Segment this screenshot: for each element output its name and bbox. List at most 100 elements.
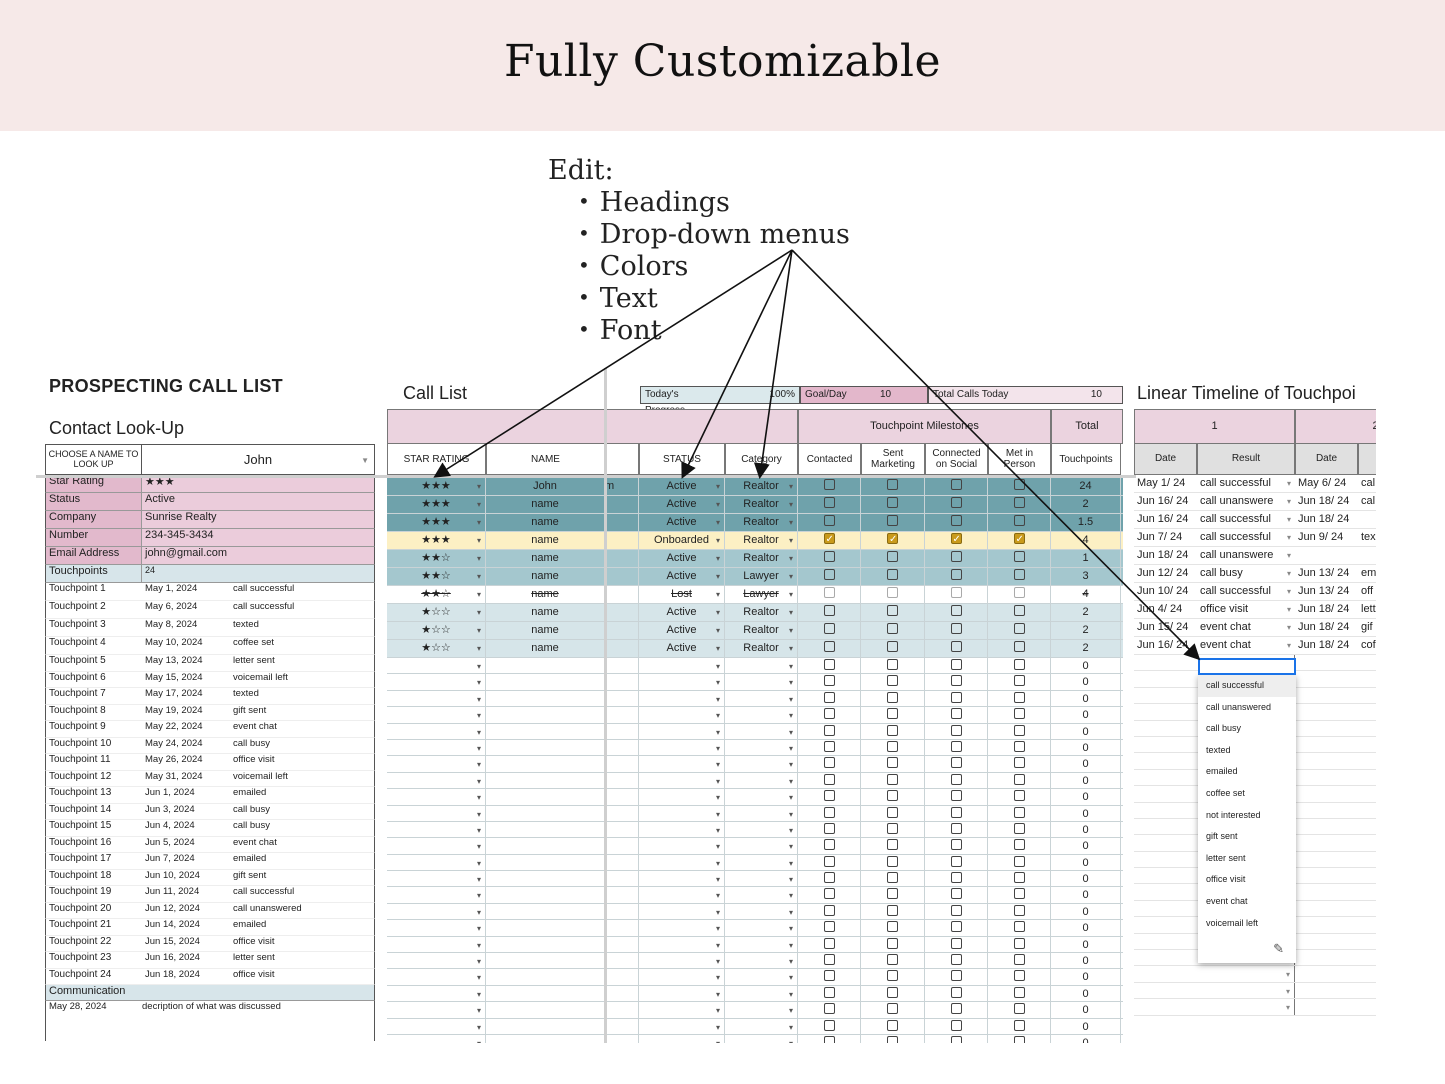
empty-cell[interactable] [725,903,798,921]
checkbox-icon[interactable] [887,872,898,884]
star-rating-select[interactable]: ★★☆ [387,550,486,567]
empty-cell[interactable] [1358,950,1376,965]
empty-cell[interactable] [387,985,486,1003]
empty-cell[interactable] [605,936,639,953]
checkbox-icon[interactable] [823,904,835,916]
dropdown-option[interactable]: texted [1206,744,1231,755]
empty-cell[interactable] [605,707,639,723]
star-rating-select[interactable]: ★★★ [387,514,486,531]
empty-cell[interactable] [639,707,725,725]
empty-cell[interactable] [725,969,798,987]
star-rating-select[interactable]: ★★★ [387,478,486,495]
empty-cell[interactable] [605,920,639,936]
empty-cell[interactable] [1358,688,1376,703]
empty-cell[interactable] [486,674,605,690]
empty-cell[interactable] [1295,934,1358,949]
timeline-result-select[interactable]: call unanswere [1197,493,1295,510]
empty-cell[interactable] [1358,737,1376,752]
checkbox-icon[interactable] [887,691,898,703]
checkbox-icon[interactable] [887,904,898,916]
empty-cell[interactable] [1358,917,1376,932]
empty-cell[interactable] [725,953,798,970]
category-select[interactable]: Realtor [725,604,798,621]
empty-cell[interactable] [387,739,486,757]
empty-cell[interactable] [639,772,725,790]
empty-cell[interactable] [486,658,605,674]
checkbox-icon[interactable] [823,773,835,785]
name-cell[interactable]: name [486,568,605,585]
checkbox-icon[interactable] [950,970,962,982]
checkbox-icon[interactable] [823,551,835,562]
checkbox-icon[interactable] [1013,515,1025,526]
checkbox-icon[interactable] [823,986,835,998]
name-cell[interactable]: name [486,550,605,567]
choose-name-select[interactable]: John ▼ [142,445,374,474]
empty-cell[interactable] [725,805,798,823]
empty-cell[interactable] [1134,884,1197,899]
checkbox-icon[interactable] [950,1003,962,1015]
empty-cell[interactable] [1134,917,1197,932]
checkbox-icon[interactable] [823,569,835,580]
empty-cell[interactable] [639,658,725,675]
empty-cell[interactable] [725,871,798,889]
checkbox-icon[interactable] [1013,822,1025,834]
empty-cell[interactable] [605,789,639,805]
star-rating-select[interactable]: ★☆☆ [387,622,486,639]
dropdown-option[interactable]: emailed [1206,766,1238,777]
checkbox-icon[interactable] [887,1035,898,1043]
empty-cell[interactable] [486,887,605,903]
checkbox-icon[interactable] [1013,641,1025,652]
checkbox-icon[interactable] [950,479,962,490]
checkbox-icon[interactable] [1013,479,1025,490]
checkbox-icon[interactable] [887,675,898,687]
empty-cell[interactable] [725,739,798,757]
checkbox-icon[interactable] [1013,986,1025,998]
empty-cell[interactable] [486,821,605,838]
empty-cell[interactable] [486,985,605,1002]
empty-cell[interactable] [605,887,639,903]
checkbox-icon[interactable] [887,806,898,818]
empty-cell[interactable] [387,756,486,774]
empty-cell[interactable] [486,903,605,920]
checkbox-icon[interactable] [887,497,898,508]
checkbox-icon[interactable] [950,1035,962,1043]
checkbox-icon[interactable] [823,675,835,687]
empty-cell[interactable] [1134,950,1197,965]
empty-cell[interactable] [486,789,605,805]
dropdown-option[interactable]: gift sent [1206,831,1238,842]
empty-cell[interactable] [387,953,486,970]
checkbox-icon[interactable] [823,623,835,634]
empty-cell[interactable] [1295,917,1358,932]
checkbox-icon[interactable] [1013,790,1025,802]
category-select[interactable]: Realtor [725,532,798,549]
star-rating-select[interactable]: ★★★ [387,496,486,513]
checkbox-icon[interactable] [950,806,962,818]
category-select[interactable]: Realtor [725,550,798,567]
dropdown-option[interactable]: letter sent [1206,852,1246,863]
empty-cell[interactable] [605,871,639,887]
checkbox-icon[interactable] [823,872,835,884]
checkbox-icon[interactable] [950,986,962,998]
name-cell[interactable]: John [486,478,605,495]
empty-cell[interactable] [1134,753,1197,768]
checkbox-icon[interactable] [950,587,962,598]
empty-cell[interactable] [639,1018,725,1036]
empty-cell[interactable] [605,1002,639,1018]
status-select[interactable]: Active [639,622,725,639]
dropdown-option[interactable]: call unanswered [1206,701,1272,712]
checkbox-icon[interactable] [950,708,962,720]
empty-cell[interactable] [1358,770,1376,785]
empty-cell[interactable] [725,920,798,938]
category-select[interactable]: Lawyer [725,586,798,603]
empty-cell[interactable] [605,821,639,838]
checkbox-icon[interactable] [823,724,835,736]
checkbox-icon[interactable] [887,605,898,616]
empty-cell[interactable] [1295,966,1358,981]
empty-cell[interactable] [1358,852,1376,867]
timeline-result-select[interactable]: em [1358,565,1376,582]
checkbox-icon[interactable] [950,790,962,802]
dropdown-option[interactable]: call busy [1206,723,1242,734]
checkbox-icon[interactable] [950,551,962,562]
timeline-result-select[interactable]: call successful [1197,529,1295,546]
empty-cell[interactable] [1295,688,1358,703]
